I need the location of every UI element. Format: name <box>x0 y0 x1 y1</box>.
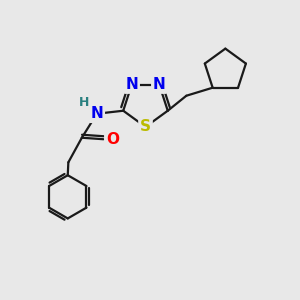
Text: S: S <box>140 119 151 134</box>
Text: N: N <box>125 77 138 92</box>
Text: H: H <box>79 96 89 109</box>
Text: O: O <box>106 132 119 147</box>
Text: N: N <box>91 106 103 121</box>
Text: N: N <box>153 77 166 92</box>
